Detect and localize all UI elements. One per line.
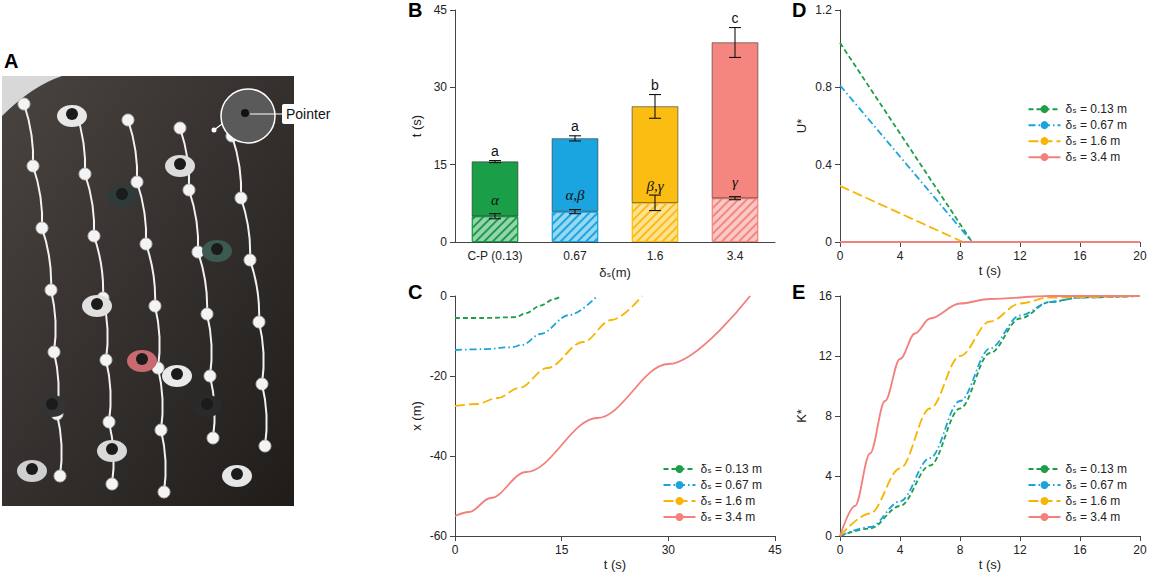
svg-text:16: 16 [1073,249,1087,263]
svg-text:Pointer: Pointer [286,106,331,122]
svg-text:c: c [732,10,739,26]
svg-text:C-P (0.13): C-P (0.13) [467,249,522,263]
svg-text:α,β: α,β [565,187,585,203]
svg-text:12: 12 [1013,249,1027,263]
svg-text:0.4: 0.4 [815,158,832,172]
svg-text:4: 4 [897,249,904,263]
svg-text:16: 16 [1073,543,1087,557]
svg-text:20: 20 [1133,543,1147,557]
svg-text:45: 45 [768,543,782,557]
svg-text:δₛ = 0.67 m: δₛ = 0.67 m [1065,118,1127,132]
svg-text:1.6: 1.6 [647,249,664,263]
svg-text:α: α [491,192,500,208]
svg-text:-40: -40 [430,449,448,463]
svg-text:3.4: 3.4 [727,249,744,263]
svg-text:E: E [792,281,805,303]
svg-text:-20: -20 [430,369,448,383]
svg-text:δₛ = 0.13 m: δₛ = 0.13 m [1065,102,1127,116]
svg-text:8: 8 [825,409,832,423]
svg-text:0: 0 [837,249,844,263]
svg-text:β,γ: β,γ [645,178,664,194]
svg-text:δₛ = 0.13 m: δₛ = 0.13 m [1065,462,1127,476]
svg-text:12: 12 [819,349,833,363]
svg-text:a: a [571,118,579,134]
svg-text:t (s): t (s) [409,115,424,137]
svg-text:0: 0 [825,235,832,249]
svg-text:D: D [792,0,806,21]
svg-text:0: 0 [440,289,447,303]
svg-text:30: 30 [662,543,676,557]
svg-text:δₛ = 0.67 m: δₛ = 0.67 m [1065,478,1127,492]
svg-text:δₛ = 1.6 m: δₛ = 1.6 m [1065,494,1120,508]
svg-text:8: 8 [957,543,964,557]
svg-text:δₛ = 0.67 m: δₛ = 0.67 m [700,478,762,492]
svg-text:0.8: 0.8 [815,80,832,94]
svg-text:15: 15 [555,543,569,557]
svg-text:12: 12 [1013,543,1027,557]
svg-text:1.2: 1.2 [815,3,832,17]
svg-text:K*: K* [794,409,809,423]
svg-text:0: 0 [452,543,459,557]
svg-text:B: B [408,0,422,21]
svg-text:15: 15 [434,158,448,172]
svg-text:A: A [4,50,18,72]
svg-text:δₛ = 0.13 m: δₛ = 0.13 m [700,462,762,476]
svg-text:t (s): t (s) [979,557,1001,572]
svg-text:16: 16 [819,289,833,303]
svg-text:U*: U* [794,119,809,133]
svg-text:4: 4 [897,543,904,557]
svg-text:δₛ(m): δₛ(m) [599,265,631,280]
svg-text:t (s): t (s) [604,557,626,572]
svg-text:30: 30 [434,80,448,94]
svg-text:C: C [408,281,422,303]
svg-text:δₛ = 1.6 m: δₛ = 1.6 m [700,494,755,508]
svg-text:0: 0 [825,529,832,543]
svg-text:0: 0 [440,235,447,249]
svg-text:δₛ = 1.6 m: δₛ = 1.6 m [1065,134,1120,148]
svg-text:45: 45 [434,3,448,17]
svg-text:a: a [491,143,499,159]
svg-text:δₛ = 3.4 m: δₛ = 3.4 m [700,510,755,524]
svg-text:4: 4 [825,469,832,483]
svg-text:γ: γ [732,174,739,190]
svg-text:δₛ = 3.4 m: δₛ = 3.4 m [1065,510,1120,524]
svg-text:-60: -60 [430,529,448,543]
svg-text:8: 8 [957,249,964,263]
svg-text:20: 20 [1133,249,1147,263]
svg-text:δₛ = 3.4 m: δₛ = 3.4 m [1065,150,1120,164]
svg-text:b: b [651,77,659,93]
svg-text:0: 0 [837,543,844,557]
svg-text:t (s): t (s) [979,263,1001,278]
svg-text:0.67: 0.67 [563,249,587,263]
svg-text:x (m): x (m) [409,401,424,431]
